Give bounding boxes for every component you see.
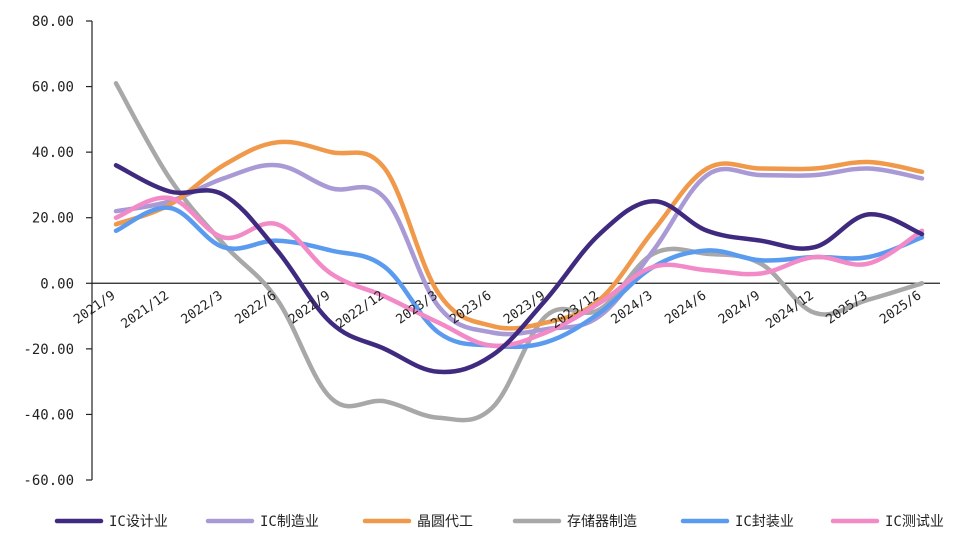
legend-label: IC封装业: [735, 514, 794, 530]
y-tick-label: -20.00: [23, 342, 74, 358]
x-tick-label: 2022/6: [232, 288, 279, 327]
legend-label: 晶圆代工: [417, 514, 473, 530]
legend-label: 存储器制造: [567, 514, 637, 530]
y-tick-label: -40.00: [23, 407, 74, 423]
legend-item: IC设计业: [54, 514, 168, 530]
y-axis: 80.00 60.00 40.00 20.00 0.00 -20.00 -40.00 -60.…: [23, 14, 93, 489]
legend-item: 晶圆代工: [362, 514, 473, 530]
series-line-6: [113, 195, 925, 349]
legend-label: IC制造业: [260, 514, 319, 530]
legend-item: 存储器制造: [512, 514, 637, 530]
legend-label: IC设计业: [109, 514, 168, 530]
x-tick-label: 2024/9: [716, 288, 763, 327]
x-tick-label: 2025/3: [823, 288, 870, 327]
series-line-4: [113, 81, 925, 423]
legend-item: IC封装业: [680, 514, 794, 530]
legend-item: IC测试业: [830, 514, 944, 530]
x-tick-label: 2022/3: [179, 288, 226, 327]
y-tick-label: 0.00: [40, 276, 74, 292]
y-tick-label: 80.00: [32, 14, 74, 30]
series-line-5: [113, 205, 925, 350]
series-line-3: [113, 139, 925, 331]
series-line-2: [113, 162, 925, 337]
y-tick-label: 40.00: [32, 145, 74, 161]
legend-item: IC制造业: [205, 514, 319, 530]
series-line-1: [113, 163, 925, 375]
y-tick-label: 20.00: [32, 211, 74, 227]
y-tick-label: 60.00: [32, 80, 74, 96]
x-tick-label: 2021/9: [71, 288, 118, 327]
series-lines: [113, 81, 925, 423]
x-tick-label: 2022/12: [333, 288, 386, 332]
legend-label: IC测试业: [885, 514, 944, 530]
x-tick-label: 2021/12: [119, 288, 172, 332]
y-tick-label: -60.00: [23, 473, 74, 489]
x-tick-label: 2024/6: [662, 288, 709, 327]
legend: IC设计业 IC制造业 晶圆代工 存储器制造 IC封装业 IC测试业: [54, 514, 944, 530]
